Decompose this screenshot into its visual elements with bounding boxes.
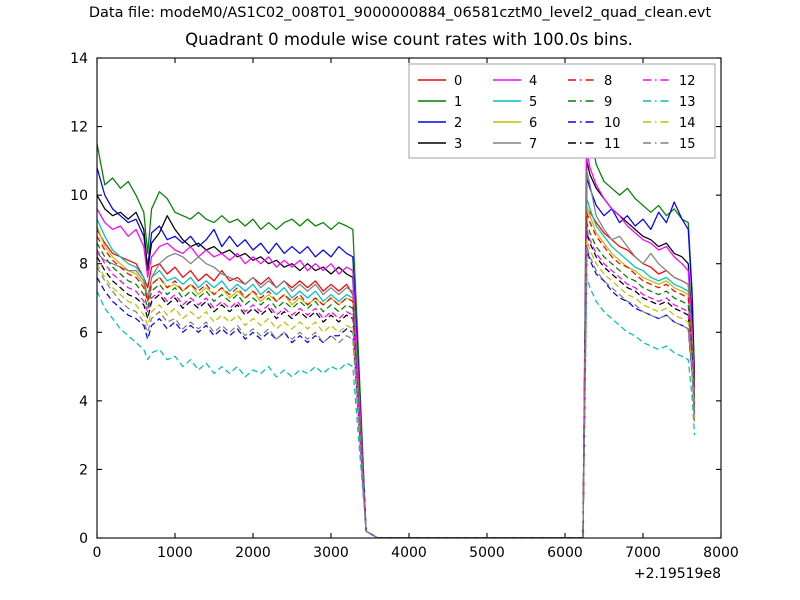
series-line-6	[97, 204, 696, 538]
legend-label-9: 9	[604, 95, 612, 110]
legend-item-4[interactable]: 4	[493, 74, 537, 89]
legend-item-8[interactable]: 8	[568, 74, 612, 89]
legend-label-11: 11	[604, 137, 621, 152]
legend-item-10[interactable]: 10	[568, 116, 621, 131]
series-line-3	[97, 160, 696, 538]
series-line-2	[97, 167, 696, 538]
x-tick-label: 7000	[625, 545, 661, 561]
legend-label-1: 1	[454, 95, 462, 110]
y-tick-label: 6	[79, 325, 88, 341]
x-tick-label: 4000	[391, 545, 427, 561]
legend-item-13[interactable]: 13	[643, 95, 696, 110]
y-tick-label: 12	[70, 120, 88, 136]
legend-label-4: 4	[529, 74, 537, 89]
legend-label-13: 13	[679, 95, 696, 110]
x-tick-label: 1000	[157, 545, 193, 561]
legend-item-11[interactable]: 11	[568, 137, 621, 152]
legend-label-12: 12	[679, 74, 696, 89]
x-tick-label: 6000	[547, 545, 583, 561]
series-line-13	[97, 276, 696, 538]
series-line-11	[97, 232, 696, 538]
y-tick-label: 10	[70, 188, 88, 204]
legend-label-7: 7	[529, 137, 537, 152]
series-line-9	[97, 221, 696, 538]
legend-item-9[interactable]: 9	[568, 95, 612, 110]
y-tick-label: 2	[79, 462, 88, 478]
x-tick-label: 2000	[235, 545, 271, 561]
y-tick-label: 14	[70, 51, 88, 67]
series-line-4	[97, 149, 696, 538]
series-line-7	[97, 170, 696, 538]
legend-item-15[interactable]: 15	[643, 137, 696, 152]
legend-item-1[interactable]: 1	[418, 95, 462, 110]
legend-item-3[interactable]: 3	[418, 137, 462, 152]
chart-title: Quadrant 0 module wise count rates with …	[185, 30, 633, 49]
legend-label-8: 8	[604, 74, 612, 89]
legend-item-5[interactable]: 5	[493, 95, 537, 110]
legend-item-6[interactable]: 6	[493, 116, 537, 131]
series-line-5	[97, 197, 696, 538]
x-tick-label: 0	[93, 545, 102, 561]
y-tick-label: 4	[79, 394, 88, 410]
legend-item-0[interactable]: 0	[418, 74, 462, 89]
x-tick-label: 8000	[703, 545, 739, 561]
legend-label-6: 6	[529, 116, 537, 131]
legend-item-14[interactable]: 14	[643, 116, 696, 131]
legend-label-15: 15	[679, 137, 696, 152]
legend-item-12[interactable]: 12	[643, 74, 696, 89]
legend-label-10: 10	[604, 116, 621, 131]
axes-frame	[96, 57, 722, 539]
legend-item-2[interactable]: 2	[418, 116, 462, 131]
series-line-8	[97, 211, 696, 538]
legend-item-7[interactable]: 7	[493, 137, 537, 152]
x-tick-label: 5000	[469, 545, 505, 561]
series-line-12	[97, 228, 696, 538]
legend-label-3: 3	[454, 137, 462, 152]
y-tick-label: 0	[79, 531, 88, 547]
series-line-14	[97, 239, 696, 538]
x-tick-label: 3000	[313, 545, 349, 561]
series-line-1	[97, 101, 696, 538]
series-group	[97, 101, 696, 538]
legend-label-5: 5	[529, 95, 537, 110]
data-file-label: Data file: modeM0/AS1C02_008T01_90000008…	[88, 5, 712, 21]
legend-label-14: 14	[679, 116, 696, 131]
x-axis-offset-label: +2.19519e8	[634, 566, 721, 582]
legend-label-2: 2	[454, 116, 462, 131]
legend-label-0: 0	[454, 74, 462, 89]
series-line-0	[97, 208, 696, 538]
axis-ticks: 0 1000 2000 3000 4000 5000 6000 7000 80000246810…	[70, 51, 739, 561]
series-line-10	[97, 249, 696, 538]
y-tick-label: 8	[79, 257, 88, 273]
series-line-15	[97, 245, 696, 538]
